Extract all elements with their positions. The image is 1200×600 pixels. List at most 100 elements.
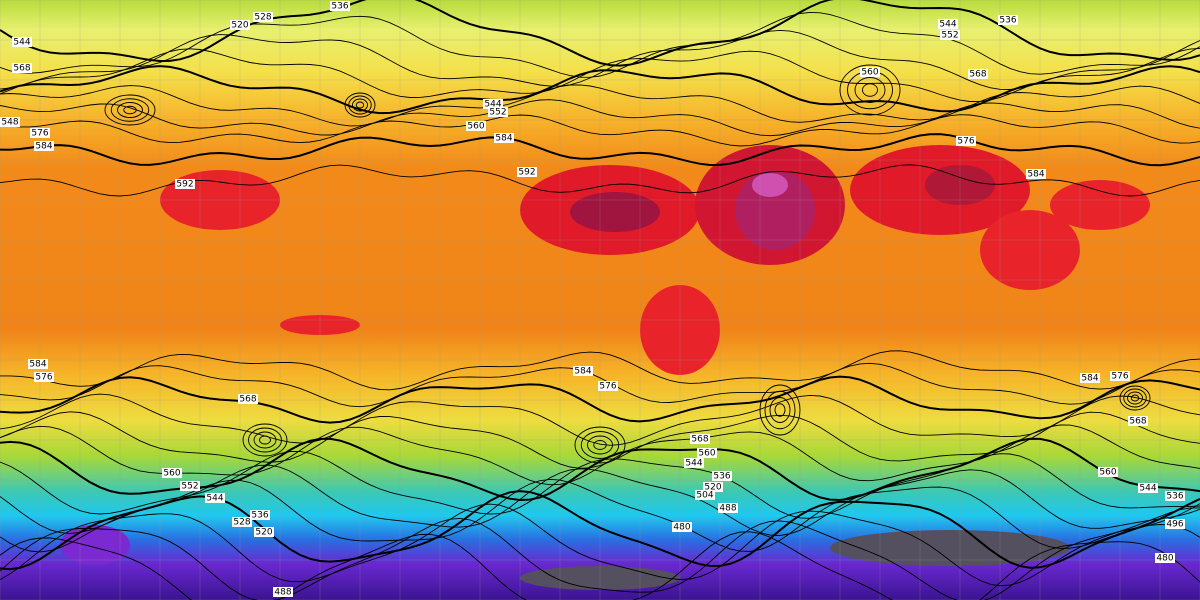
closed-contour: [352, 98, 368, 112]
label-box: [466, 121, 486, 131]
label-box: [483, 99, 503, 109]
closed-contour: [587, 435, 613, 455]
label-box: [703, 482, 723, 492]
closed-contour: [764, 390, 796, 430]
closed-contour: [593, 440, 607, 450]
label-box: [238, 394, 258, 404]
label-box: [488, 107, 508, 117]
contour: [0, 531, 1200, 600]
label-box: [860, 67, 880, 77]
contour-label: 496: [1166, 520, 1183, 530]
contour-label: 536: [1166, 492, 1183, 502]
contour: [0, 29, 1200, 90]
contour-label: 544: [206, 494, 223, 504]
label-box: [0, 117, 20, 127]
closed-contour: [580, 431, 620, 459]
label-box: [1128, 416, 1148, 426]
label-box: [1165, 491, 1185, 501]
contour-label: 592: [518, 168, 535, 178]
label-box: [254, 527, 274, 537]
contour-label: 536: [331, 2, 348, 12]
contour-label: 528: [233, 518, 250, 528]
contour-label: 544: [13, 38, 30, 48]
contour-label: 584: [1081, 374, 1098, 384]
hot-regions: [60, 145, 1150, 590]
contour-label: 576: [599, 382, 616, 392]
label-box: [684, 458, 704, 468]
label-box: [672, 522, 692, 532]
contour-label: 568: [13, 64, 30, 74]
contour-label: 584: [35, 142, 52, 152]
closed-contour: [1127, 391, 1143, 405]
contour-label: 504: [696, 491, 713, 501]
contour-label: 584: [1027, 170, 1044, 180]
closed-contour: [104, 94, 156, 126]
closed-contour: [344, 92, 376, 118]
contour-label: 536: [251, 511, 268, 521]
closed-contour: [242, 423, 288, 457]
contour-label: 552: [941, 31, 958, 41]
contour-label: 576: [35, 373, 52, 383]
closed-contour: [248, 427, 282, 453]
contour: [0, 84, 1200, 127]
contour-label: 536: [999, 16, 1016, 26]
contour-label: 552: [181, 482, 198, 492]
contour-label: 560: [861, 68, 878, 78]
closed-contour: [862, 83, 878, 97]
closed-contour: [348, 95, 372, 115]
contour-label: 520: [255, 528, 272, 538]
closed-contour: [774, 403, 786, 417]
label-box: [940, 30, 960, 40]
label-box: [12, 37, 32, 47]
label-box: [34, 141, 54, 151]
contour: [0, 464, 1200, 536]
contour-label: 480: [673, 523, 690, 533]
label-box: [12, 63, 32, 73]
label-box: [162, 468, 182, 478]
contour-label: 548: [1, 118, 18, 128]
closed-contour: [117, 102, 143, 118]
contour: [0, 517, 1200, 600]
contour: [0, 133, 1200, 167]
closed-contour: [574, 426, 626, 464]
label-box: [573, 366, 593, 376]
contour-label: 544: [685, 459, 702, 469]
contour-label: 488: [719, 504, 736, 514]
label-box: [250, 510, 270, 520]
contour-label: 584: [574, 367, 591, 377]
label-box: [28, 359, 48, 369]
label-box: [1026, 169, 1046, 179]
contour-label: 520: [231, 21, 248, 31]
contour: [0, 490, 1200, 571]
label-box: [1080, 373, 1100, 383]
contour: [0, 362, 1200, 408]
contour: [0, 503, 1200, 587]
contour-label: 560: [698, 449, 715, 459]
closed-contour: [110, 98, 150, 122]
contour: [0, 99, 1200, 137]
contour-label: 576: [31, 129, 48, 139]
contour-label: 480: [1156, 554, 1173, 564]
label-box: [598, 381, 618, 391]
label-box: [968, 69, 988, 79]
contour-label: 488: [274, 588, 291, 598]
closed-contour: [355, 101, 365, 109]
contour-label: 560: [163, 469, 180, 479]
label-box: [34, 372, 54, 382]
label-box: [1155, 553, 1175, 563]
closed-contour: [839, 64, 901, 116]
label-box: [1138, 483, 1158, 493]
label-box: [230, 20, 250, 30]
closed-contour: [759, 384, 801, 436]
contour-label: 544: [939, 20, 956, 30]
contour-label: 568: [1129, 417, 1146, 427]
contour: [0, 350, 1200, 391]
label-box: [1165, 519, 1185, 529]
closed-contour: [253, 431, 277, 449]
closed-contour: [123, 105, 137, 115]
contour-label: 576: [1111, 372, 1128, 382]
contour-label: 592: [176, 180, 193, 190]
